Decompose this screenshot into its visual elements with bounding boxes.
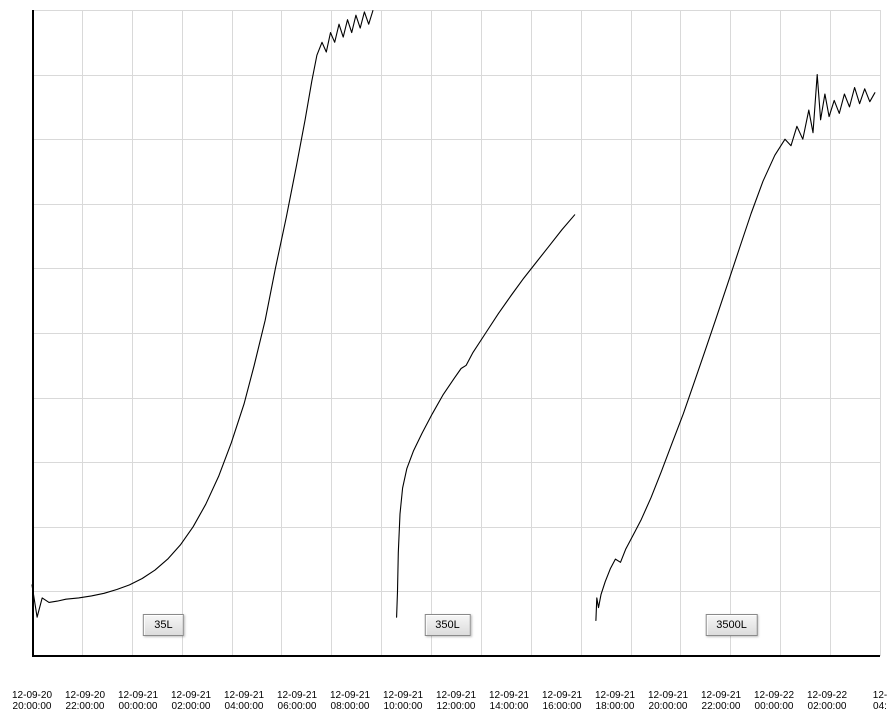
legend-button-3500L[interactable]: 3500L [705, 614, 758, 636]
x-tick-label: 12-09-21 04:00:00 [224, 690, 264, 712]
x-tick-label: 12-09-21 18:00:00 [595, 690, 635, 712]
series-35L [32, 11, 373, 618]
x-tick-label: 12-09-21 06:00:00 [277, 690, 317, 712]
x-tick-label: 12- 04: [873, 690, 887, 712]
legend-button-350L[interactable]: 350L [424, 614, 470, 636]
x-tick-label: 12-09-20 20:00:00 [12, 690, 52, 712]
grid-line-v [880, 10, 881, 656]
x-tick-label: 12-09-21 08:00:00 [330, 690, 370, 712]
x-tick-label: 12-09-20 22:00:00 [65, 690, 105, 712]
series-350L [397, 215, 575, 617]
x-tick-label: 12-09-21 20:00:00 [648, 690, 688, 712]
series-layer [32, 10, 880, 656]
x-tick-label: 12-09-21 16:00:00 [542, 690, 582, 712]
legend-button-35L[interactable]: 35L [143, 614, 183, 636]
series-3500L [596, 75, 875, 621]
x-tick-label: 12-09-21 12:00:00 [436, 690, 476, 712]
x-tick-label: 12-09-21 14:00:00 [489, 690, 529, 712]
chart-root: 35L 350L 3500L 12-09-20 20:00:00 12-09-20 22… [0, 0, 888, 726]
x-tick-label: 12-09-21 00:00:00 [118, 690, 158, 712]
x-tick-label: 12-09-22 02:00:00 [807, 690, 847, 712]
plot-area [32, 10, 880, 656]
x-tick-label: 12-09-22 00:00:00 [754, 690, 794, 712]
x-tick-label: 12-09-21 22:00:00 [701, 690, 741, 712]
x-tick-label: 12-09-21 10:00:00 [383, 690, 423, 712]
x-tick-label: 12-09-21 02:00:00 [171, 690, 211, 712]
